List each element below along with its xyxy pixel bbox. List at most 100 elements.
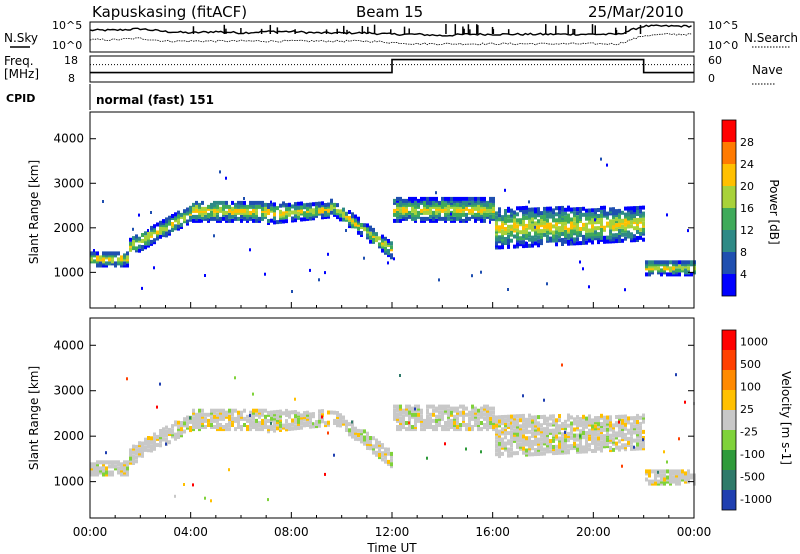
echo-cell [420, 416, 423, 421]
echo-cell [438, 404, 441, 409]
echo-cell [384, 236, 387, 241]
echo-cell [597, 424, 600, 429]
echo-cell [561, 218, 564, 222]
echo-cell [498, 441, 501, 446]
echo-cell [303, 217, 306, 222]
echo-cell [453, 406, 456, 411]
echo-cell [504, 227, 507, 231]
echo-cell [324, 472, 326, 476]
echo-cell [495, 241, 498, 246]
echo-cell [174, 432, 177, 437]
echo-cell [513, 244, 516, 249]
echo-cell [498, 423, 501, 428]
echo-cell [690, 473, 693, 478]
echo-cell [519, 236, 522, 241]
echo-cell [483, 196, 486, 201]
echo-cell [534, 415, 537, 420]
echo-cell [255, 204, 258, 209]
echo-cell [237, 425, 240, 429]
echo-cell [192, 408, 195, 413]
echo-cell [639, 442, 642, 447]
echo-cell [522, 240, 525, 245]
echo-cell [600, 217, 603, 222]
echo-cell [624, 232, 627, 237]
echo-cell [402, 198, 405, 203]
echo-cell [204, 425, 207, 429]
echo-cell [573, 443, 576, 448]
echo-cell [615, 233, 618, 238]
echo-cell [531, 211, 534, 216]
echo-cell [492, 214, 495, 219]
echo-cell [408, 210, 411, 215]
echo-cell [399, 214, 402, 219]
echo-cell [576, 437, 579, 442]
time-axis: 00:00 04:00 08:00 12:00 16:00 20:00 00:00 [73, 302, 711, 539]
echo-cell [309, 268, 311, 272]
echo-cell [582, 234, 585, 239]
echo-cell [606, 415, 609, 420]
echo-cell [396, 218, 399, 223]
echo-cell [564, 432, 567, 437]
echo-cell [570, 415, 573, 420]
colorbar-tick-label: 1000 [740, 335, 768, 348]
echo-cell [267, 209, 270, 213]
colorbar-swatch [722, 470, 736, 490]
noise-tick-bottom-right: 10^0 [708, 39, 738, 52]
colorbar-tick-label: 100 [740, 380, 761, 393]
echo-cell [357, 428, 360, 433]
echo-cell [318, 413, 321, 418]
echo-cell [435, 202, 438, 207]
colorbar-swatch [722, 164, 736, 186]
echo-cell [186, 207, 189, 212]
echo-cell [321, 213, 324, 218]
echo-cell [585, 445, 588, 450]
echo-cell [561, 363, 563, 367]
echo-cell [285, 215, 288, 220]
echo-cell [96, 255, 99, 260]
echo-cell [294, 414, 297, 419]
echo-cell [480, 410, 483, 415]
echo-cell [159, 220, 162, 225]
echo-cell [678, 260, 681, 265]
echo-cell [414, 404, 417, 409]
echo-cell [576, 433, 579, 438]
echo-cell [153, 224, 156, 229]
echo-cell [597, 208, 600, 212]
echo-cell [432, 408, 435, 413]
echo-cell [165, 437, 168, 442]
echo-cell [99, 261, 102, 266]
colorbar-swatch [722, 410, 736, 430]
beam-title: Beam 15 [356, 3, 423, 21]
echo-cell [261, 418, 264, 423]
echo-cell [501, 429, 504, 434]
echo-cell [318, 415, 321, 420]
echo-cell [390, 241, 393, 246]
echo-cell [609, 423, 612, 428]
echo-cell [312, 208, 315, 213]
echo-cell [627, 220, 630, 225]
echo-cell [432, 425, 435, 429]
echo-cell [621, 437, 624, 442]
echo-cell [225, 210, 228, 215]
echo-cell [354, 426, 357, 431]
echo-cell [423, 200, 426, 205]
freq-tick-top: 18 [64, 54, 78, 67]
echo-cell [687, 266, 690, 271]
echo-cell [309, 212, 312, 217]
echo-cell [516, 420, 519, 425]
echo-cell [174, 434, 177, 439]
echo-cell [258, 204, 261, 209]
echo-cell [189, 205, 192, 210]
echo-cell [447, 427, 450, 432]
echo-cell [612, 433, 615, 438]
echo-cell [285, 419, 288, 424]
echo-cell [600, 205, 603, 210]
echo-cell [231, 416, 234, 421]
echo-cell [525, 215, 528, 220]
echo-cell [627, 436, 630, 441]
echo-cell [522, 206, 525, 210]
echo-cell [435, 191, 437, 195]
echo-cell [621, 422, 624, 427]
echo-cell [462, 404, 465, 409]
